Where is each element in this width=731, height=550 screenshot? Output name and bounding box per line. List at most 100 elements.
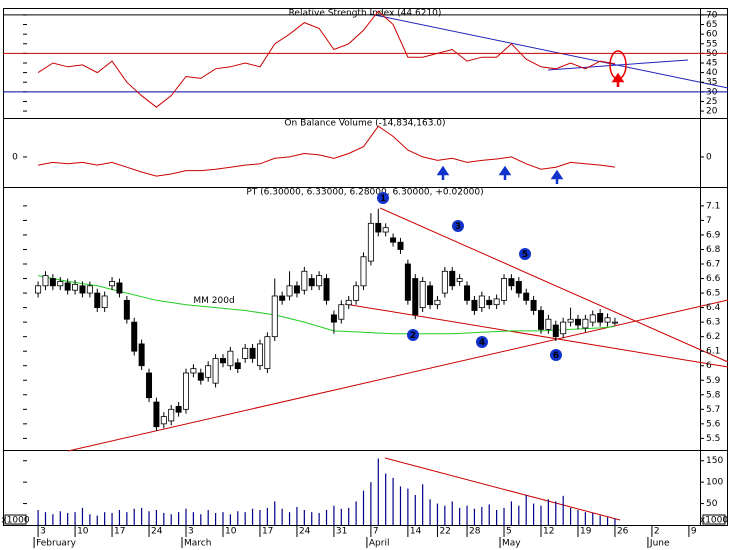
y-tick-label: 55 [706,39,717,49]
volume-bar [355,501,357,525]
unit-label: x1000 [1,516,30,526]
y-tick-label: 5.8 [706,390,721,400]
candle-body [64,282,71,291]
x-tick-label: 9 [691,527,697,537]
x-tick-label: 26 [617,527,629,537]
candle-body [545,318,552,330]
y-tick-label: 5.6 [706,419,721,429]
candle-body [249,347,256,359]
volume-bar [503,507,505,525]
candle-body [330,314,337,323]
x-tick-label: 3 [188,527,194,537]
candle-body [308,278,315,287]
candle-body [338,304,345,320]
volume-bar [392,477,394,525]
volume-bar [488,504,490,525]
volume-bar [451,501,453,525]
unit-box [702,514,726,525]
volume-bar [303,510,305,525]
volume-bar [52,514,54,525]
arrow [498,165,512,180]
candle-body [212,358,219,384]
volume-bar [436,503,439,525]
candle-body [264,336,271,370]
candle-body [72,283,79,291]
x-tick-label: 24 [151,527,163,537]
month-label: April [369,539,390,549]
trend-line [67,299,729,452]
y-tick-label: 5.7 [706,405,720,415]
month-label: June [649,539,670,549]
y-tick-label: 6.7 [706,260,720,270]
month-label: May [502,539,521,549]
trend-line [384,457,621,521]
volume-bar [74,512,76,525]
volume-bar [614,518,616,525]
candle-body [360,256,367,287]
x-tick-label: 19 [580,527,592,537]
x-tick-label: 7 [373,527,379,537]
candle-body [131,321,138,352]
x-tick-label: 5 [506,527,512,537]
candle-body [293,285,300,294]
candle-body [604,317,611,323]
overlay-label: MM 200d [193,296,234,306]
volume-bar [518,505,520,525]
candle-body [390,237,397,243]
y-tick-label: 0 [12,152,18,162]
volume-bar [370,482,372,525]
volume-bar [466,505,468,525]
annotation-marker [377,192,389,204]
volume-bar [592,513,594,525]
volume-bar [532,503,535,525]
y-tick-label: 100 [706,478,723,488]
volume-bar [133,508,135,525]
y-tick-label: 6.5 [706,289,720,299]
candle-body [441,270,448,294]
volume-bar [429,499,431,525]
volume-bar [562,495,564,525]
volume-bar [362,490,365,525]
volume-bar [296,507,298,525]
volume-bar [118,510,121,525]
candle-body [397,241,404,250]
volume-bar [200,514,202,525]
volume-bar [229,514,231,525]
y-tick-label: 35 [706,78,717,88]
volume-bar [244,512,246,525]
volume-bar [525,495,527,525]
candle-body [530,299,537,311]
annotation-marker [476,336,488,348]
y-tick-label: 50 [706,499,718,509]
y-tick-label: 5.9 [706,376,721,386]
candle-body [205,365,212,378]
trend-line [369,13,729,89]
y-tick-label: 6.8 [706,245,721,255]
candle-body [456,278,463,282]
volume-bar [340,508,342,525]
candle-body [94,292,101,309]
volume-bar [385,473,387,525]
chart-title: PT (6.30000, 6.33000, 6.28000, 6.30000, … [246,188,483,198]
volume-bar [37,510,39,525]
candle-body [175,406,182,413]
candle-body [508,278,515,287]
x-tick-label: 24 [299,527,311,537]
volume-bar [510,501,513,525]
y-tick-label: 150 [706,456,723,466]
volume-bar [178,512,180,525]
volume-bar [481,507,483,525]
candle-body [123,299,130,320]
candle-body [449,270,456,287]
chart-title: Relative Strength Index (44.6210) [289,9,442,19]
x-tick-label: 2 [654,527,660,537]
volume-bar [606,517,609,525]
frame [3,8,728,526]
trend-line [344,303,729,368]
volume-bar [222,512,224,525]
candle-body [168,408,175,422]
volume-bar [59,511,61,525]
candle-body [367,222,374,262]
candle-body [138,343,145,367]
